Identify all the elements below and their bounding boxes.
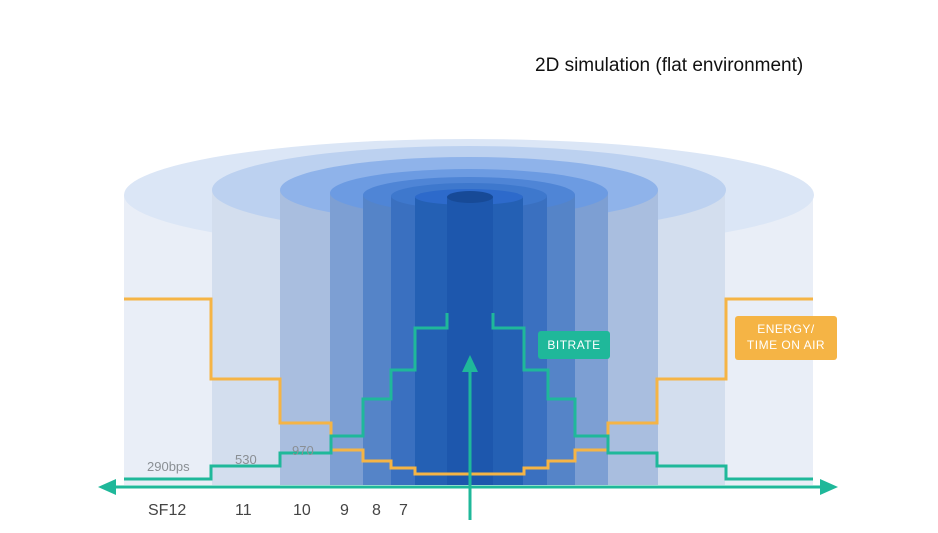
axis-arrow-right — [820, 479, 838, 495]
gateway-arrow-up — [462, 355, 478, 372]
bitrate-line-left — [124, 313, 449, 481]
sf-label-8: 8 — [372, 502, 381, 519]
bitrate-label-sf10: 970 — [292, 443, 314, 458]
zone-center-top — [447, 191, 493, 203]
sf-label-7: 7 — [399, 502, 408, 519]
bitrate-legend-tag: BITRATE — [538, 331, 610, 359]
energy-legend-line2: TIME ON AIR — [746, 338, 826, 352]
bitrate-line-right — [491, 313, 813, 481]
energy-legend-line1: ENERGY/ — [757, 322, 815, 336]
sf-label-12: SF12 — [148, 502, 187, 519]
sf-label-10: 10 — [293, 502, 311, 519]
sf-label-11: 11 — [235, 502, 252, 519]
energy-legend-tag: ENERGY/ TIME ON AIR — [735, 316, 837, 360]
bitrate-label-sf12: 290bps — [147, 459, 190, 474]
sf-label-9: 9 — [340, 502, 349, 519]
bitrate-label-sf11: 530 — [235, 452, 257, 467]
page-title: 2D simulation (flat environment) — [535, 55, 804, 76]
axis-arrow-left — [98, 479, 116, 495]
